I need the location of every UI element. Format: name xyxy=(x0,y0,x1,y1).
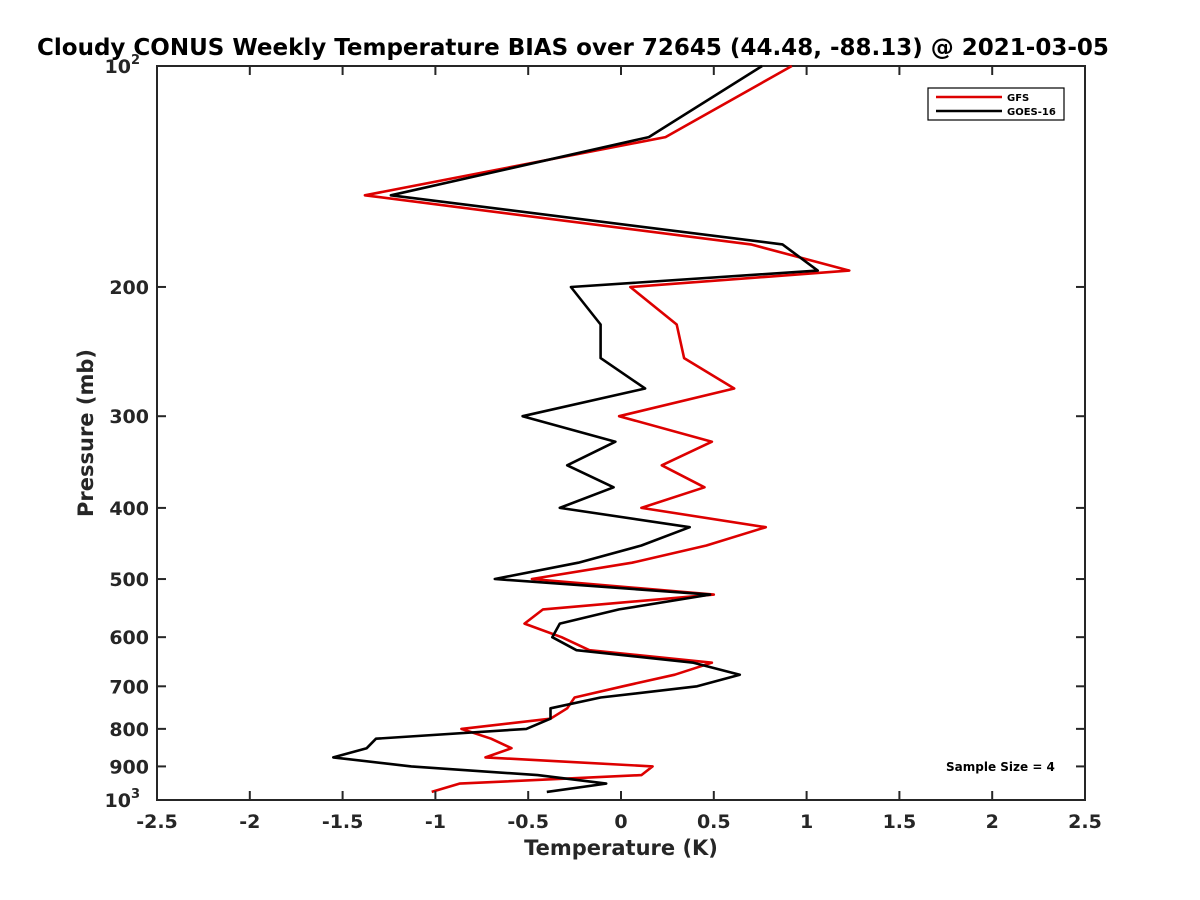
y-tick-base: 700 xyxy=(109,676,149,698)
x-tick-label: 0.5 xyxy=(697,811,731,833)
y-tick-label: 102 xyxy=(105,53,141,78)
y-axis-label: Pressure (mb) xyxy=(74,349,98,517)
x-axis-label: Temperature (K) xyxy=(524,836,718,860)
y-tick-exponent: 2 xyxy=(131,53,140,68)
x-axis: -2.5 -2 -1.5 -1 -0.5 0 0.5 1 1.5 2 2.5 xyxy=(136,66,1102,833)
y-tick-base: 800 xyxy=(109,719,149,741)
x-tick-label: 1 xyxy=(800,811,813,833)
y-tick-label: 200 xyxy=(109,277,149,299)
x-tick-label: -1 xyxy=(425,811,446,833)
x-tick-label: 2 xyxy=(986,811,999,833)
chart-title: Cloudy CONUS Weekly Temperature BIAS ove… xyxy=(37,35,1109,61)
y-tick-exponent: 3 xyxy=(131,787,140,802)
plot-frame xyxy=(156,65,1086,801)
series-line-gfs xyxy=(363,64,851,794)
y-tick-base: 10 xyxy=(105,790,131,812)
legend-label-gfs: GFS xyxy=(1007,93,1029,104)
y-tick-label: 103 xyxy=(105,787,141,812)
x-tick-label: -1.5 xyxy=(322,811,364,833)
legend-label-goes16: GOES-16 xyxy=(1007,107,1056,118)
y-tick-label: 800 xyxy=(109,719,149,741)
y-tick-label: 400 xyxy=(109,498,149,520)
y-tick-base: 600 xyxy=(109,627,149,649)
x-tick-label: -2 xyxy=(239,811,260,833)
legend-box xyxy=(927,87,1065,121)
y-tick-label: 500 xyxy=(109,569,149,591)
y-tick-label: 700 xyxy=(109,676,149,698)
y-tick-base: 10 xyxy=(105,56,131,78)
y-tick-label: 900 xyxy=(109,756,149,778)
y-tick-base: 200 xyxy=(109,277,149,299)
x-tick-label: -2.5 xyxy=(136,811,178,833)
y-tick-base: 400 xyxy=(109,498,149,520)
x-tick-label: 1.5 xyxy=(883,811,917,833)
series-layer xyxy=(331,64,851,794)
y-tick-base: 500 xyxy=(109,569,149,591)
series-line-goes16 xyxy=(331,64,820,794)
x-tick-label: -0.5 xyxy=(507,811,549,833)
x-tick-label: 2.5 xyxy=(1068,811,1102,833)
y-tick-label: 600 xyxy=(109,627,149,649)
y-tick-label: 300 xyxy=(109,406,149,428)
sample-size-annotation: Sample Size = 4 xyxy=(946,760,1055,774)
y-tick-base: 300 xyxy=(109,406,149,428)
legend: GFS GOES-16 xyxy=(927,87,1065,121)
y-tick-base: 900 xyxy=(109,756,149,778)
x-tick-label: 0 xyxy=(614,811,627,833)
